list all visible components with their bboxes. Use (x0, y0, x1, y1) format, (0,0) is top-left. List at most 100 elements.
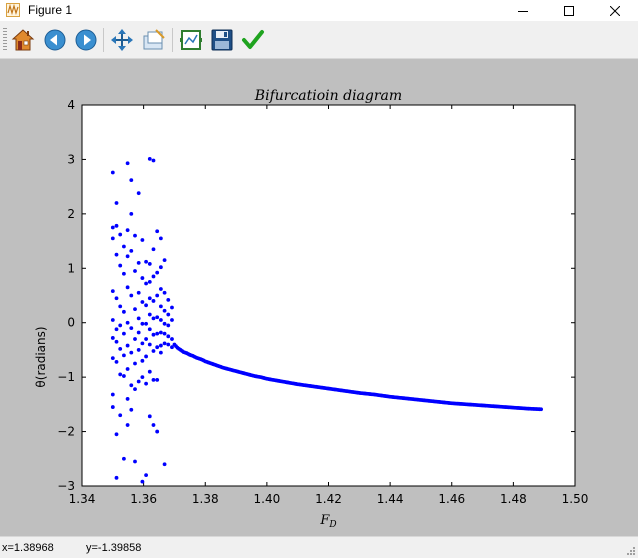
scatter-point (129, 383, 134, 388)
scatter-point (114, 201, 119, 205)
scatter-point (151, 423, 156, 427)
scatter-point (162, 290, 167, 295)
navigation-toolbar (0, 21, 638, 59)
scatter-point (170, 305, 174, 310)
arrow-left-icon (44, 29, 66, 51)
app-icon (6, 3, 20, 17)
plot-area (82, 105, 575, 486)
scatter-point (151, 247, 156, 252)
minimize-button[interactable] (500, 0, 546, 21)
scatter-point (136, 316, 141, 321)
scatter-point (122, 353, 126, 358)
x-tick-label: 1.42 (315, 492, 342, 506)
y-tick-label: 1 (67, 261, 75, 275)
maximize-button[interactable] (546, 0, 592, 21)
scatter-point (110, 170, 115, 175)
scatter-point (136, 348, 141, 352)
scatter-point (125, 397, 130, 401)
scatter-point (129, 211, 134, 216)
scatter-point (166, 334, 171, 339)
x-tick-label: 1.36 (130, 492, 157, 506)
scatter-point (162, 331, 167, 336)
scatter-point (122, 309, 126, 314)
scatter-point (140, 358, 145, 363)
home-button[interactable] (10, 27, 36, 53)
bifurcation-chart[interactable]: 1.34 1.36 1.38 1.40 1.42 1.44 1.46 1.48 1.50 4 3 2 1… (0, 60, 638, 536)
scatter-point (129, 293, 134, 298)
minimize-icon (518, 10, 528, 12)
scatter-point (133, 387, 137, 392)
x-tick-label: 1.48 (500, 492, 527, 506)
scatter-point (144, 281, 148, 286)
edit-button[interactable] (240, 27, 266, 53)
zoom-rect-icon (143, 29, 165, 50)
subplots-button[interactable] (178, 27, 204, 53)
y-axis-label: θ(radians) (34, 326, 48, 387)
scatter-point (144, 473, 148, 478)
scatter-point (122, 244, 126, 249)
zoom-button[interactable] (141, 27, 167, 53)
scatter-point (144, 259, 148, 264)
scatter-point (140, 341, 145, 346)
save-button[interactable] (209, 27, 235, 53)
scatter-point (151, 377, 156, 382)
scatter-point (170, 345, 174, 350)
checkmark-icon (242, 30, 264, 49)
x-tick-label: 1.50 (562, 492, 589, 506)
scatter-point (162, 341, 167, 346)
scatter-point (122, 374, 126, 378)
scatter-point (110, 236, 115, 241)
scatter-point (114, 327, 119, 332)
scatter-point (144, 354, 148, 359)
scatter-point (118, 346, 123, 351)
x-tick-label: 1.40 (254, 492, 281, 506)
scatter-point (158, 343, 163, 348)
toolbar-grip[interactable] (3, 28, 7, 52)
scatter-point (170, 337, 174, 341)
x-axis-label: FD (319, 513, 336, 530)
scatter-point (147, 369, 152, 374)
scatter-point (114, 339, 119, 344)
close-button[interactable] (592, 0, 638, 21)
scatter-point (133, 361, 137, 366)
forward-button[interactable] (73, 27, 99, 53)
move-icon (111, 29, 133, 51)
y-tick-label: 0 (67, 316, 75, 330)
scatter-point (166, 297, 171, 302)
scatter-point (122, 331, 126, 336)
scatter-point (144, 337, 148, 341)
arrow-right-icon (75, 29, 97, 51)
close-icon (610, 5, 620, 16)
x-tick-label: 1.46 (438, 492, 465, 506)
scatter-point (110, 225, 115, 230)
x-tick-label: 1.38 (192, 492, 219, 506)
scatter-point (136, 191, 141, 196)
scatter-point (158, 287, 163, 291)
y-tick-label: −2 (57, 425, 75, 439)
resize-grip-icon[interactable] (626, 546, 636, 556)
scatter-point (147, 296, 152, 301)
scatter-point (144, 303, 148, 308)
scatter-point (114, 432, 119, 437)
scatter-point (147, 262, 152, 266)
scatter-point (155, 345, 160, 350)
scatter-point (155, 377, 160, 382)
figure-canvas[interactable]: 1.34 1.36 1.38 1.40 1.42 1.44 1.46 1.48 1.50 4 3 2 1… (0, 60, 638, 536)
scatter-point (147, 156, 152, 161)
scatter-point (162, 321, 167, 326)
y-tick-label: −3 (57, 479, 75, 493)
scatter-point (129, 178, 134, 183)
pan-button[interactable] (109, 27, 135, 53)
scatter-point (147, 414, 152, 419)
scatter-point (140, 321, 145, 326)
scatter-point (114, 296, 119, 301)
scatter-point (122, 271, 126, 276)
status-bar: x=1.38968 y=-1.39858 (0, 536, 638, 558)
scatter-point (170, 318, 174, 322)
scatter-point (118, 263, 123, 268)
maximize-icon (564, 5, 574, 16)
title-bar: Figure 1 (0, 0, 638, 21)
back-button[interactable] (42, 27, 68, 53)
scatter-point (155, 293, 160, 298)
